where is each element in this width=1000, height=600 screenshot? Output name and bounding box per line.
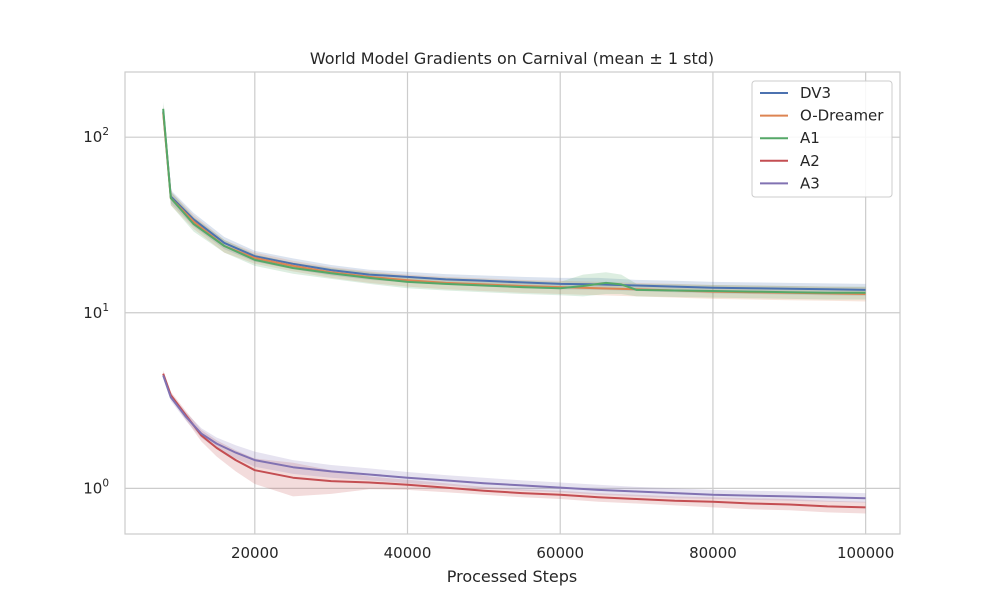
legend-label-o-dreamer: O-Dreamer xyxy=(800,107,884,125)
std-bands xyxy=(163,101,866,514)
x-tick-labels: 20000 40000 60000 80000 100000 xyxy=(231,544,894,562)
legend-label-a3: A3 xyxy=(800,174,820,192)
series-lines xyxy=(162,108,866,509)
y-tick-label: 100 xyxy=(83,477,109,497)
series-line-dv3 xyxy=(162,111,866,291)
series-line-a1 xyxy=(162,108,866,294)
chart-title: World Model Gradients on Carnival (mean … xyxy=(310,49,714,68)
x-axis-label: Processed Steps xyxy=(447,567,578,586)
x-tick-label: 80000 xyxy=(689,544,737,562)
y-tick-labels: 102 101 100 xyxy=(83,126,109,497)
legend: DV3 O-Dreamer A1 A2 A3 xyxy=(751,80,893,198)
y-tick-label: 101 xyxy=(83,302,109,322)
x-tick-label: 20000 xyxy=(231,544,279,562)
y-tick-label: 102 xyxy=(83,126,109,146)
plot-frame xyxy=(124,71,901,535)
std-band-a2 xyxy=(163,370,866,514)
x-tick-label: 100000 xyxy=(837,544,894,562)
legend-label-a2: A2 xyxy=(800,152,820,170)
x-tick-label: 60000 xyxy=(536,544,584,562)
x-tick-label: 40000 xyxy=(384,544,432,562)
legend-label-a1: A1 xyxy=(800,129,820,147)
legend-label-dv3: DV3 xyxy=(800,84,831,102)
legend-box xyxy=(751,80,893,198)
series-line-a2 xyxy=(162,373,866,509)
std-band-a3 xyxy=(163,372,866,503)
series-line-a3 xyxy=(162,375,866,500)
